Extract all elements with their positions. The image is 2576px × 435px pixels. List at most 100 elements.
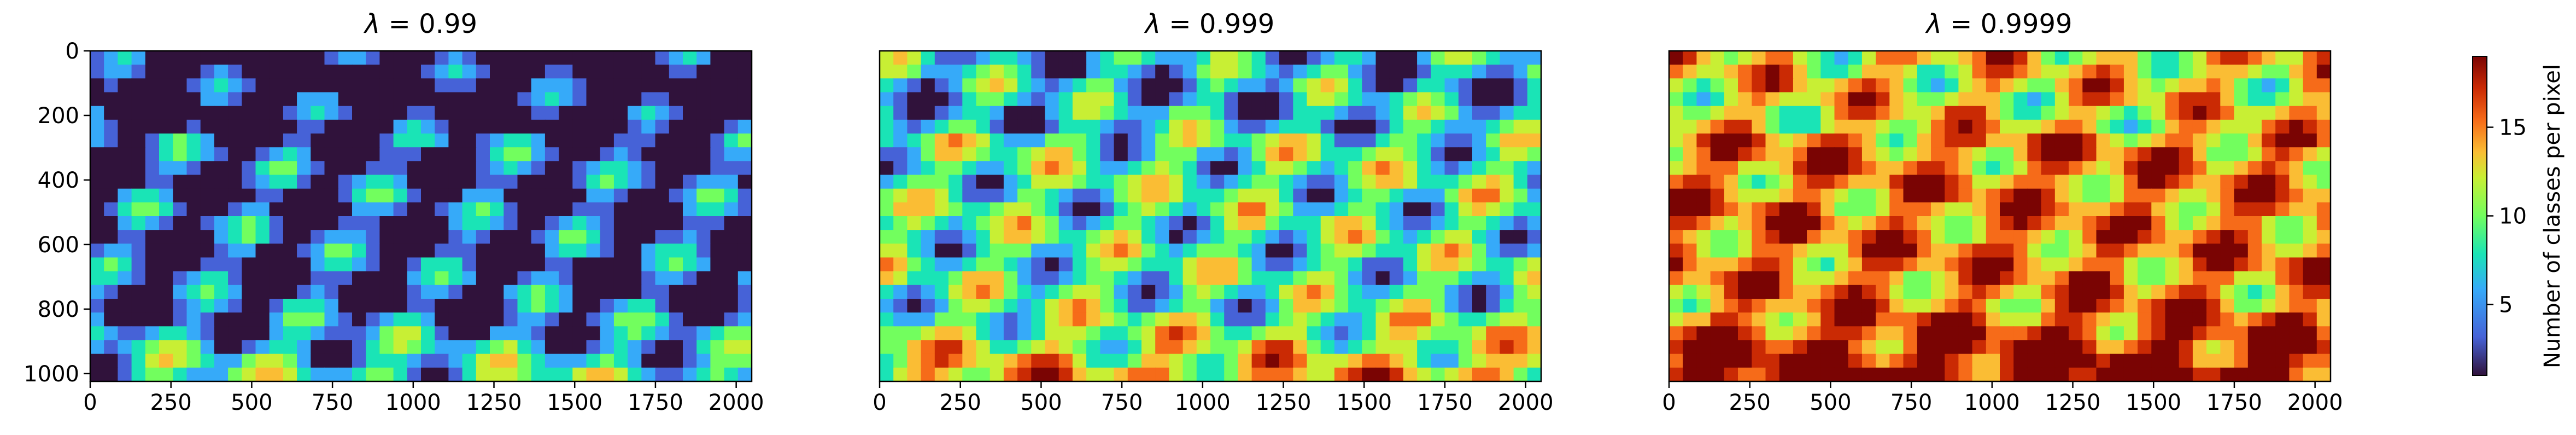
heatmap-cell — [1403, 188, 1418, 203]
heatmap-cell — [1779, 175, 1794, 189]
heatmap-cell — [90, 312, 104, 327]
heatmap-cell — [1417, 353, 1431, 368]
heatmap-cell — [1169, 285, 1184, 299]
heatmap-cell — [1279, 188, 1293, 203]
heatmap-cell — [1431, 202, 1445, 217]
heatmap-cell — [1889, 230, 1904, 244]
heatmap-cell — [1155, 353, 1169, 368]
heatmap-cell — [1793, 78, 1807, 93]
heatmap-cell — [118, 51, 132, 65]
heatmap-cell — [504, 257, 518, 272]
heatmap-cell — [2123, 119, 2138, 134]
heatmap-cell — [1224, 92, 1238, 107]
heatmap-cell — [242, 119, 256, 134]
heatmap-cell — [907, 188, 922, 203]
heatmap-cell — [2220, 188, 2235, 203]
heatmap-cell — [200, 367, 215, 382]
heatmap-cell — [393, 147, 408, 161]
heatmap-cell — [1500, 78, 1514, 93]
heatmap-cell — [990, 202, 1004, 217]
heatmap-cell — [1945, 340, 1959, 355]
x-tick-label: 250 — [1729, 390, 1771, 415]
heatmap-cell — [517, 340, 532, 355]
heatmap-cell — [683, 367, 697, 382]
heatmap-cell — [1917, 326, 1931, 341]
heatmap-cell — [1458, 326, 1473, 341]
heatmap-cell — [2316, 161, 2331, 176]
heatmap-cell — [669, 285, 683, 299]
heatmap-cell — [586, 161, 601, 176]
heatmap-cell — [1876, 161, 1890, 176]
heatmap-cell — [228, 188, 242, 203]
heatmap-cell — [366, 161, 380, 176]
heatmap-cell — [2096, 202, 2111, 217]
heatmap-cell — [1362, 353, 1377, 368]
heatmap-cell — [2289, 147, 2304, 161]
heatmap-cell — [1334, 312, 1349, 327]
heatmap-cell — [1293, 216, 1308, 230]
heatmap-cell — [1155, 92, 1169, 107]
heatmap-cell — [1017, 202, 1032, 217]
heatmap-cell — [724, 257, 739, 272]
heatmap-cell — [1141, 202, 1156, 217]
heatmap-cell — [724, 106, 739, 120]
heatmap-cell — [517, 92, 532, 107]
heatmap-cell — [1417, 106, 1431, 120]
heatmap-cell — [1738, 161, 1752, 176]
heatmap-cell — [1389, 257, 1404, 272]
heatmap-cell — [2151, 92, 2166, 107]
heatmap-cell — [572, 230, 587, 244]
heatmap-cell — [352, 134, 366, 148]
heatmap-cell — [1362, 326, 1377, 341]
heatmap-cell — [90, 299, 104, 313]
heatmap-cell — [255, 257, 270, 272]
heatmap-cell — [613, 243, 628, 258]
heatmap-cell — [297, 285, 311, 299]
heatmap-cell — [352, 285, 366, 299]
heatmap-cell — [2082, 216, 2097, 230]
heatmap-cell — [200, 243, 215, 258]
heatmap-cell — [462, 188, 477, 203]
heatmap-cell — [407, 257, 421, 272]
heatmap-cell — [283, 257, 297, 272]
heatmap-cell — [407, 175, 421, 189]
heatmap-cell — [1045, 161, 1059, 176]
heatmap-cell — [1779, 202, 1794, 217]
heatmap-cell — [1155, 202, 1169, 217]
heatmap-cell — [1752, 134, 1766, 148]
heatmap-cell — [104, 367, 118, 382]
heatmap-cell — [104, 216, 118, 230]
heatmap-cell — [255, 161, 270, 176]
heatmap-cell — [1458, 175, 1473, 189]
heatmap-cell — [1307, 51, 1321, 65]
heatmap-cell — [228, 326, 242, 341]
heatmap-cell — [2234, 243, 2249, 258]
heatmap-cell — [613, 51, 628, 65]
heatmap-cell — [2165, 106, 2180, 120]
heatmap-cell — [572, 271, 587, 286]
heatmap-cell — [214, 161, 229, 176]
heatmap-cell — [1834, 147, 1849, 161]
heatmap-cell — [990, 230, 1004, 244]
heatmap-cell — [1820, 285, 1835, 299]
heatmap-cell — [2165, 188, 2180, 203]
x-tick-label: 1000 — [1175, 390, 1231, 415]
heatmap-cell — [1903, 65, 1918, 79]
heatmap-cell — [504, 175, 518, 189]
heatmap-cell — [1017, 119, 1032, 134]
heatmap-cell — [2179, 353, 2193, 368]
heatmap-cell — [1848, 367, 1863, 382]
heatmap-cell — [600, 353, 614, 368]
heatmap-cell — [2316, 106, 2331, 120]
heatmap-cell — [1403, 271, 1418, 286]
heatmap-cell — [90, 134, 104, 148]
heatmap-cell — [2289, 65, 2304, 79]
heatmap-cell — [683, 161, 697, 176]
heatmap-cell — [421, 106, 435, 120]
heatmap-cell — [2316, 134, 2331, 148]
heatmap-cell — [379, 175, 394, 189]
heatmap-cell — [696, 119, 711, 134]
heatmap-cell — [1072, 340, 1087, 355]
heatmap-cell — [1072, 271, 1087, 286]
